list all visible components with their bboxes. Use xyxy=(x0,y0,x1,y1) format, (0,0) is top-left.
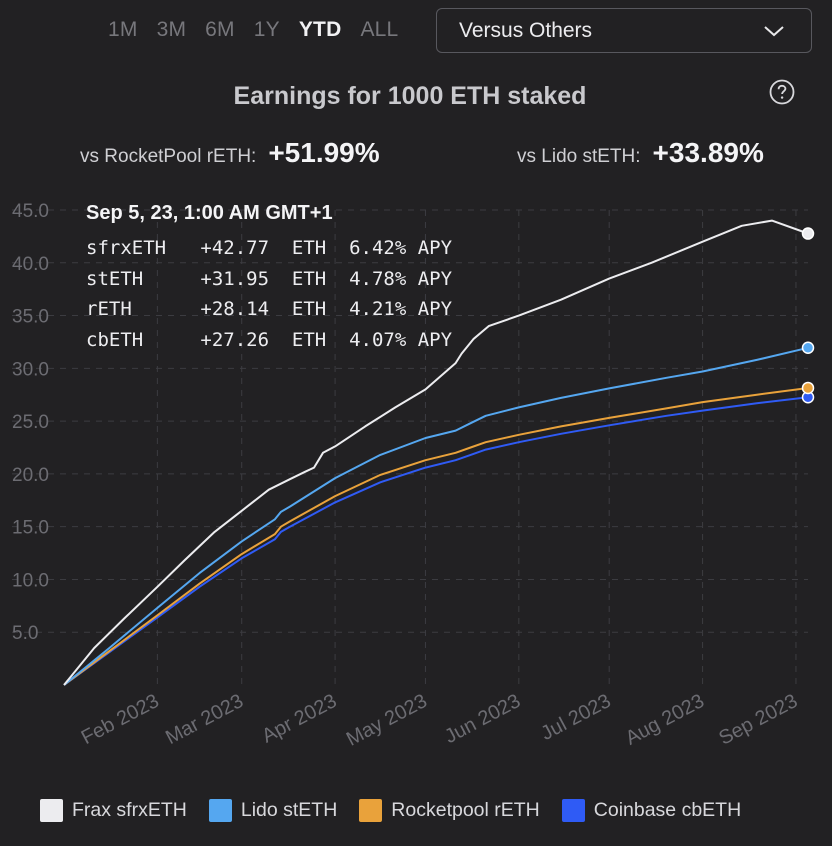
y-tick-label: 35.0 xyxy=(12,307,49,328)
comparison-rocketpool: vs RocketPool rETH: +51.99% xyxy=(80,137,380,169)
series-end-marker xyxy=(801,381,815,395)
legend-item-sfrxeth[interactable]: Frax sfrxETH xyxy=(40,799,187,822)
comparison-label: vs RocketPool rETH: xyxy=(80,146,257,167)
series-line-0 xyxy=(63,219,809,686)
range-ytd[interactable]: YTD xyxy=(298,18,342,41)
y-tick-label: 30.0 xyxy=(12,359,49,380)
legend-item-reth[interactable]: Rocketpool rETH xyxy=(359,799,540,822)
chevron-down-icon xyxy=(764,26,784,37)
y-tick-label: 15.0 xyxy=(12,518,49,539)
y-tick-label: 45.0 xyxy=(12,201,49,222)
range-1m[interactable]: 1M xyxy=(108,18,138,41)
comparison-value: +51.99% xyxy=(268,137,380,168)
legend-swatch xyxy=(40,799,63,822)
x-tick-label: May 2023 xyxy=(343,690,431,751)
comparison-value: +33.89% xyxy=(652,137,764,168)
x-tick-label: Mar 2023 xyxy=(162,690,247,749)
y-tick-label: 20.0 xyxy=(12,465,49,486)
y-tick-label: 10.0 xyxy=(12,570,49,591)
time-range-selector: 1M 3M 6M 1Y YTD ALL xyxy=(108,18,417,42)
x-tick-label: Sep 2023 xyxy=(715,690,801,750)
legend-swatch xyxy=(208,799,232,822)
range-all[interactable]: ALL xyxy=(360,18,399,41)
series-line-3 xyxy=(63,396,809,686)
y-tick-label: 25.0 xyxy=(12,412,49,433)
legend-label: Rocketpool rETH xyxy=(391,799,540,821)
tooltip-row: rETH +28.14 ETH 4.21% APY xyxy=(86,298,453,321)
x-tick-label: Feb 2023 xyxy=(78,690,163,749)
series-end-marker xyxy=(801,227,815,240)
range-3m[interactable]: 3M xyxy=(156,18,187,41)
legend-swatch xyxy=(359,799,383,822)
y-tick-label: 5.0 xyxy=(12,623,38,644)
x-tick-label: Jul 2023 xyxy=(537,690,614,745)
legend-label: Frax sfrxETH xyxy=(72,799,187,821)
y-tick-label: 40.0 xyxy=(12,254,49,275)
legend-swatch xyxy=(561,799,585,822)
x-tick-label: Apr 2023 xyxy=(258,690,340,748)
legend-item-cbeth[interactable]: Coinbase cbETH xyxy=(561,799,742,822)
range-1y[interactable]: 1Y xyxy=(253,18,280,41)
tooltip-row: sfrxETH +42.77 ETH 6.42% APY xyxy=(86,237,453,259)
range-6m[interactable]: 6M xyxy=(205,18,235,41)
help-icon[interactable] xyxy=(769,79,795,105)
chart-title: Earnings for 1000 ETH staked xyxy=(233,82,587,110)
comparison-label: vs Lido stETH: xyxy=(517,146,641,167)
legend-label: Lido stETH xyxy=(240,799,338,821)
tooltip-row: stETH +31.95 ETH 4.78% APY xyxy=(86,267,453,290)
comparison-lido: vs Lido stETH: +33.89% xyxy=(517,137,764,169)
x-tick-label: Jun 2023 xyxy=(441,690,524,748)
series-line-1 xyxy=(63,346,809,686)
comparison-dropdown-label: Versus Others xyxy=(459,18,593,42)
earnings-line-chart[interactable]: 5.0 10.0 15.0 20.0 25.0 30.0 35.0 40.0 45.0 Feb 2… xyxy=(0,0,832,790)
series-end-marker xyxy=(801,341,815,354)
chart-legend: Frax sfrxETH Lido stETH Rocketpool rETH … xyxy=(40,799,763,822)
legend-label: Coinbase cbETH xyxy=(593,799,742,821)
x-tick-label: Aug 2023 xyxy=(622,690,708,750)
series-line-2 xyxy=(63,387,809,686)
legend-item-steth[interactable]: Lido stETH xyxy=(208,799,338,822)
chart-tooltip: Sep 5, 23, 1:00 AM GMT+1 sfrxETH +42.77 … xyxy=(86,202,452,360)
comparison-dropdown[interactable]: Versus Others xyxy=(436,8,812,53)
tooltip-date: Sep 5, 23, 1:00 AM GMT+1 xyxy=(86,202,333,224)
tooltip-row: cbETH +27.26 ETH 4.07% APY xyxy=(86,329,453,352)
